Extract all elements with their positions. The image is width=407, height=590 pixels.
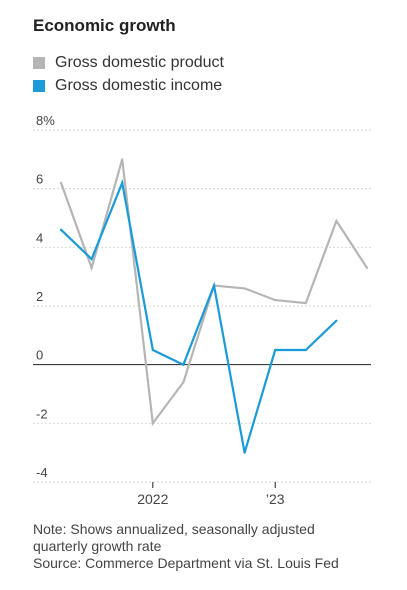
- data-point-gdi-8: [304, 348, 307, 352]
- y-tick-label-5: -2: [36, 406, 48, 421]
- data-point-gdp-3: [151, 422, 154, 425]
- note-line-2: quarterly growth rate: [33, 538, 162, 554]
- data-point-gdp-2: [121, 158, 124, 161]
- data-point-gdi-9: [335, 319, 338, 322]
- y-tick-label-6: -4: [36, 465, 48, 480]
- series-line-gdi: [60, 178, 338, 454]
- data-point-gdp-6: [243, 287, 246, 290]
- data-point-gdp-1: [90, 266, 93, 269]
- data-point-gdp-4: [182, 381, 185, 384]
- y-tick-label-0: 8%: [36, 113, 55, 128]
- data-point-gdp-7: [274, 299, 277, 302]
- legend-item-gdi: Gross domestic income: [33, 77, 222, 95]
- x-tick-label-0: 2022: [137, 491, 168, 507]
- y-tick-label-4: 0: [36, 348, 43, 363]
- data-point-gdi-2: [121, 181, 124, 184]
- chart-notes: Note: Shows annualized, seasonally adjus…: [33, 521, 393, 572]
- y-tick-label-2: 4: [36, 230, 43, 245]
- data-point-gdi-6: [243, 451, 246, 454]
- legend-label-gdp: Gross domestic product: [55, 54, 224, 71]
- data-point-gdp-10: [365, 266, 369, 269]
- data-point-gdp-9: [335, 219, 338, 223]
- data-point-gdi-3: [151, 348, 154, 352]
- note-line-1: Note: Shows annualized, seasonally adjus…: [33, 521, 315, 537]
- legend-swatch-gdi: [33, 80, 45, 92]
- data-point-gdi-4: [182, 363, 185, 366]
- data-point-gdp-0: [59, 181, 63, 184]
- data-point-gdi-5: [212, 284, 216, 287]
- data-point-gdi-0: [59, 228, 63, 231]
- line-chart: 8% 6 4 2 0 -2 -4 2022 ’23: [33, 113, 371, 507]
- y-tick-label-3: 2: [36, 289, 43, 304]
- source-line: Source: Commerce Department via St. Loui…: [33, 555, 339, 571]
- y-tick-label-1: 6: [36, 172, 43, 187]
- data-point-gdi-7: [274, 348, 277, 352]
- legend-item-gdp: Gross domestic product: [33, 54, 224, 72]
- chart-title: Economic growth: [33, 16, 176, 35]
- data-point-gdp-8: [304, 301, 307, 305]
- legend-swatch-gdp: [33, 57, 45, 69]
- x-tick-label-1: ’23: [266, 491, 285, 507]
- legend-label-gdi: Gross domestic income: [55, 77, 223, 94]
- data-point-gdi-1: [90, 257, 93, 261]
